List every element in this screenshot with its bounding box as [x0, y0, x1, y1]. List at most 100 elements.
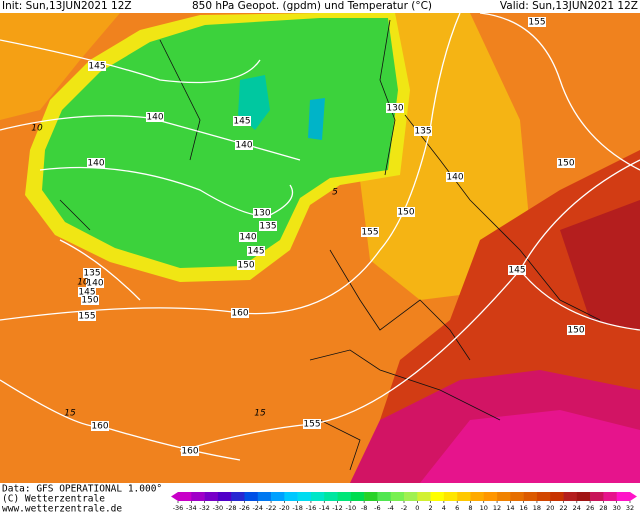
geopotential-label: 140 — [235, 141, 252, 151]
temperature-label: 10 — [77, 278, 89, 288]
label-background — [397, 207, 415, 217]
colorbar-bin — [536, 492, 551, 501]
geopotential-label: 155 — [78, 312, 95, 322]
label-background — [259, 221, 277, 231]
label-background — [81, 295, 99, 305]
geopotential-label: 160 — [231, 309, 248, 319]
colorbar-tick-label: 14 — [506, 504, 514, 512]
colorbar-tick-label: 22 — [559, 504, 567, 512]
colorbar-tick-label: 20 — [546, 504, 554, 512]
geopotential-label: 140 — [87, 159, 104, 169]
geopotential-label: 145 — [88, 62, 105, 72]
label-background — [231, 308, 249, 318]
colorbar-bin — [310, 492, 325, 501]
geopotential-label: 135 — [83, 269, 100, 279]
colorbar-bin — [390, 492, 405, 501]
colorbar-bin — [257, 492, 272, 501]
label-background — [361, 227, 379, 237]
label-background — [239, 232, 257, 242]
colorbar-bin — [284, 492, 298, 501]
colorbar-bin — [231, 492, 245, 501]
geopotential-label: 155 — [303, 420, 320, 430]
label-background — [146, 112, 164, 122]
colorbar-arrow — [630, 492, 637, 501]
map — [0, 12, 640, 483]
temperature-label: 15 — [64, 409, 76, 419]
label-background — [233, 116, 251, 126]
label-background — [386, 103, 404, 113]
colorbar-tick-label: -14 — [319, 504, 330, 512]
colorbar-tick-label: -12 — [332, 504, 343, 512]
colorbar-bin — [510, 492, 524, 501]
colorbar-tick-label: -24 — [252, 504, 263, 512]
colorbar-tick-label: 0 — [415, 504, 419, 512]
colorbar-tick-label: 8 — [468, 504, 472, 512]
geopotential-label: 150 — [81, 296, 98, 306]
colorbar-tick-label: -36 — [173, 504, 184, 512]
label-background — [88, 61, 106, 71]
colorbar-bin — [603, 492, 618, 501]
label-background — [87, 158, 105, 168]
colorbar-tick-label: -8 — [361, 504, 367, 512]
colorbar-bin — [417, 492, 431, 501]
colorbar: -36 -34 -32 -30 -28 -26 -24 -22 -20 -18 -16 -14 -12-… — [171, 492, 637, 512]
very-hot-core — [420, 410, 640, 483]
label-background — [557, 158, 575, 168]
temperature-label: 10 — [31, 124, 43, 134]
website: www.wetterzentrale.de — [2, 504, 122, 514]
colorbar-tick-label: 16 — [520, 504, 528, 512]
colorbar-bin — [563, 492, 578, 501]
colorbar-bin — [217, 492, 232, 501]
label-background — [247, 246, 265, 256]
colorbar-bin — [350, 492, 365, 501]
geopotential-label: 135 — [259, 222, 276, 232]
init-time: Init: Sun,13JUN2021 12Z — [2, 0, 132, 12]
geopotential-label: 140 — [146, 113, 163, 123]
colorbar-bin — [616, 492, 631, 501]
geopotential-label: 150 — [397, 208, 414, 218]
label-background — [528, 17, 546, 27]
colorbar-bin — [337, 492, 352, 501]
colorbar-tick-label: -30 — [213, 504, 224, 512]
colorbar-bin — [550, 492, 564, 501]
colorbar-tick-label: -2 — [401, 504, 407, 512]
label-background — [253, 208, 271, 218]
colorbar-bin — [443, 492, 458, 501]
colorbar-tick-label: -26 — [239, 504, 250, 512]
geopotential-label: 155 — [528, 18, 545, 28]
geopotential-label: 135 — [414, 127, 431, 137]
colorbar-bin — [483, 492, 498, 501]
geopotential-label: 160 — [91, 422, 108, 432]
cold-core — [308, 98, 325, 140]
colorbar-bin — [523, 492, 538, 501]
label-background — [237, 260, 255, 270]
map-title: 850 hPa Geopot. (gpdm) und Temperatur (°… — [192, 0, 432, 12]
valid-time: Valid: Sun,13JUN2021 12Z — [500, 0, 638, 12]
geopotential-label: 145 — [233, 117, 250, 127]
colorbar-arrow — [171, 492, 178, 501]
colorbar-tick-label: -34 — [186, 504, 197, 512]
nw-region — [0, 13, 120, 120]
colorbar-tick-label: -32 — [199, 504, 210, 512]
copyright: (C) Wetterzentrale — [2, 494, 105, 505]
colorbar-bin — [271, 492, 285, 501]
colorbar-bin — [204, 492, 219, 501]
colorbar-bin — [430, 492, 445, 501]
colorbar-tick-label: -28 — [226, 504, 237, 512]
colorbar-bin — [377, 492, 392, 501]
colorbar-tick-label: -10 — [346, 504, 357, 512]
colorbar-tick-label: 24 — [573, 504, 581, 512]
coastline — [59, 19, 601, 471]
label-background — [508, 265, 526, 275]
label-background — [86, 278, 104, 288]
geopotential-label: 150 — [557, 159, 574, 169]
colorbar-tick-label: 32 — [626, 504, 634, 512]
colorbar-bin — [470, 492, 485, 501]
colorbar-tick-label: 30 — [613, 504, 621, 512]
colorbar-tick-label: -22 — [266, 504, 277, 512]
geopotential-label: 140 — [239, 233, 256, 243]
colorbar-bin — [497, 492, 511, 501]
label-background — [414, 126, 432, 136]
